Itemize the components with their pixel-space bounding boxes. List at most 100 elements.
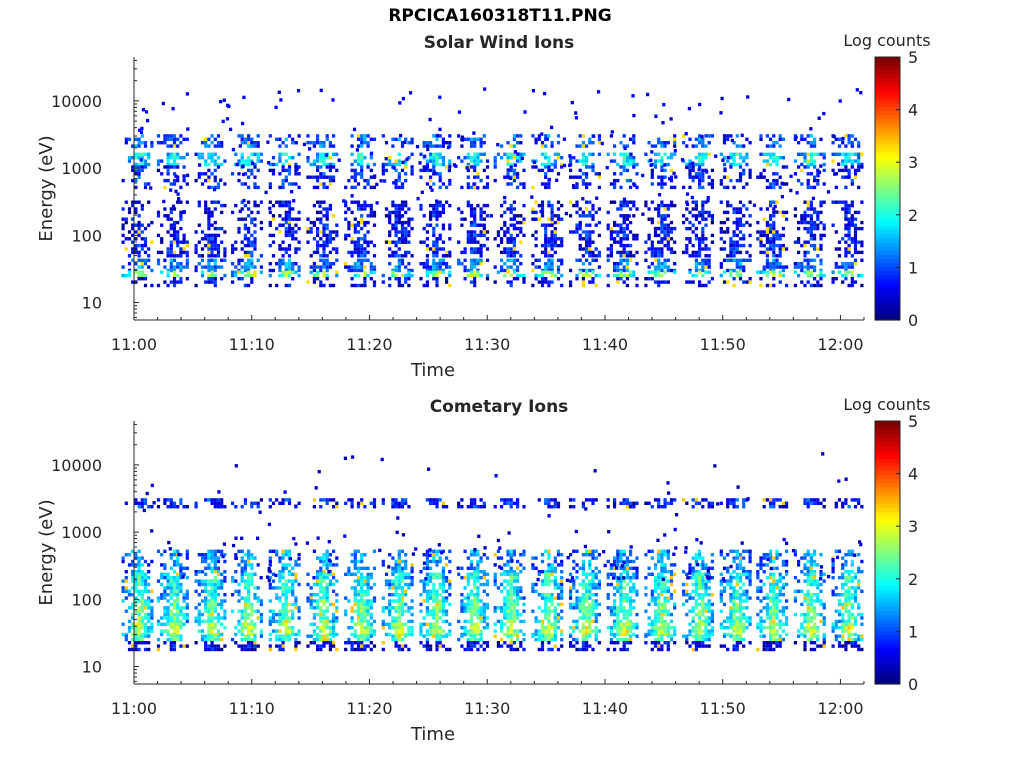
heatmap-cell xyxy=(172,141,177,145)
heatmap-cell xyxy=(473,141,477,145)
heatmap-cell xyxy=(556,270,561,274)
heatmap-cell xyxy=(213,593,217,597)
heatmap-cell xyxy=(150,144,154,148)
heatmap-cell xyxy=(806,141,810,145)
heatmap-cell xyxy=(172,553,177,557)
heatmap-cell xyxy=(650,182,654,186)
heatmap-cell xyxy=(631,94,635,98)
heatmap-cell xyxy=(231,147,235,152)
heatmap-cell xyxy=(657,265,661,269)
heatmap-cell xyxy=(328,262,332,266)
heatmap-cell xyxy=(134,622,138,626)
heatmap-cell xyxy=(785,283,789,288)
heatmap-cell xyxy=(560,240,564,244)
heatmap-cell xyxy=(516,152,520,156)
heatmap-cell xyxy=(432,262,436,266)
heatmap-cell xyxy=(318,204,322,208)
heatmap-cell xyxy=(325,641,329,645)
heatmap-cell xyxy=(210,501,214,505)
heatmap-cell xyxy=(328,629,332,633)
heatmap-cell xyxy=(844,144,848,148)
heatmap-cell xyxy=(210,586,214,590)
heatmap-cell xyxy=(735,152,739,156)
heatmap-cell xyxy=(860,258,864,262)
heatmap-cell xyxy=(243,579,247,583)
heatmap-cell xyxy=(410,226,414,231)
heatmap-cell xyxy=(752,203,757,207)
heatmap-cell xyxy=(259,602,263,607)
colorbar-segment xyxy=(875,110,900,116)
heatmap-cell xyxy=(234,570,238,574)
heatmap-cell xyxy=(213,258,217,262)
heatmap-cell xyxy=(356,156,361,160)
heatmap-cell xyxy=(591,168,595,173)
heatmap-cell xyxy=(194,619,198,624)
heatmap-cell xyxy=(629,200,633,204)
heatmap-cell xyxy=(169,586,173,590)
heatmap-cell xyxy=(772,185,776,190)
heatmap-cell xyxy=(669,152,674,156)
heatmap-cell xyxy=(210,134,214,138)
heatmap-cell xyxy=(131,168,135,173)
heatmap-cell xyxy=(275,137,279,141)
heatmap-cell xyxy=(473,137,477,141)
heatmap-cell xyxy=(284,622,288,626)
heatmap-cell xyxy=(275,553,279,557)
heatmap-cell xyxy=(344,233,348,238)
heatmap-cell xyxy=(609,134,613,138)
heatmap-cell xyxy=(204,141,208,145)
heatmap-cell xyxy=(366,606,370,610)
heatmap-cell xyxy=(857,159,861,163)
heatmap-cell xyxy=(185,250,189,255)
heatmap-cell xyxy=(575,258,579,262)
heatmap-cell xyxy=(213,505,217,509)
heatmap-cell xyxy=(448,162,452,167)
heatmap-cell xyxy=(704,254,708,258)
heatmap-cell xyxy=(325,556,329,560)
heatmap-cell xyxy=(335,233,339,238)
heatmap-cell xyxy=(473,165,477,169)
heatmap-cell xyxy=(250,644,254,648)
heatmap-cell xyxy=(267,161,271,165)
heatmap-cell xyxy=(271,572,276,576)
heatmap-cell xyxy=(591,254,595,258)
heatmap-cell xyxy=(519,230,523,234)
heatmap-cell xyxy=(435,247,439,251)
heatmap-cell xyxy=(512,262,516,266)
heatmap-cell xyxy=(400,237,405,241)
heatmap-cell xyxy=(131,563,135,567)
heatmap-cell xyxy=(609,226,613,231)
heatmap-cell xyxy=(220,647,224,652)
heatmap-cell xyxy=(742,237,746,241)
heatmap-cell xyxy=(482,226,486,231)
heatmap-cell xyxy=(325,498,329,502)
heatmap-cell xyxy=(585,175,589,179)
heatmap-cell xyxy=(356,258,361,262)
heatmap-cell xyxy=(366,243,370,248)
heatmap-cell xyxy=(619,172,623,176)
colorbar-segment xyxy=(875,135,900,140)
heatmap-cell xyxy=(438,210,442,215)
heatmap-cell xyxy=(575,182,579,186)
heatmap-cell xyxy=(281,570,285,574)
heatmap-cell xyxy=(816,280,820,284)
heatmap-cell xyxy=(163,563,167,567)
heatmap-cell xyxy=(335,563,339,567)
heatmap-cell xyxy=(335,273,339,278)
heatmap-cell xyxy=(578,214,582,218)
heatmap-cell xyxy=(306,141,310,145)
heatmap-cell xyxy=(372,582,377,587)
colorbar-tick-label: 1 xyxy=(908,258,918,277)
heatmap-cell xyxy=(124,589,128,593)
heatmap-cell xyxy=(332,629,336,633)
heatmap-cell xyxy=(726,137,730,141)
colorbar-segment xyxy=(875,221,900,227)
heatmap-cell xyxy=(622,280,626,284)
heatmap-cell xyxy=(281,563,285,567)
heatmap-cell xyxy=(213,144,217,148)
heatmap-cell xyxy=(803,226,807,231)
heatmap-cell xyxy=(360,647,364,652)
heatmap-cell xyxy=(216,556,221,560)
heatmap-cell xyxy=(432,214,436,218)
heatmap-cell xyxy=(597,90,601,94)
